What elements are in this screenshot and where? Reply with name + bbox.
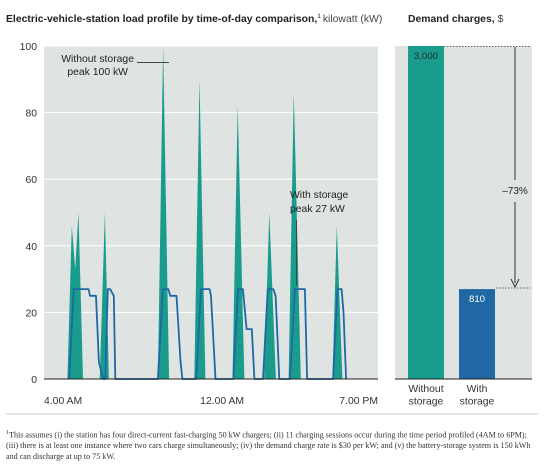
change-percent-label: –73% — [502, 186, 528, 197]
bar-chart-title: Demand charges, $ — [408, 14, 504, 25]
annotation-without-storage: Without storage peak 100 kW — [61, 54, 169, 78]
line-chart-unit: kilowatt (kW) — [323, 14, 382, 25]
bar-category-label: Without — [408, 384, 443, 395]
title-footnote-marker: 1 — [317, 13, 321, 20]
footnote-marker: 1 — [6, 430, 9, 436]
annotation-without-line1: Without storage — [61, 54, 134, 65]
line-chart-title-text: Electric-vehicle-station load profile by… — [6, 14, 317, 25]
bar-category-label: storage — [409, 397, 444, 408]
y-tick-label: 80 — [25, 109, 37, 120]
bar-category-labels: Without storage With storage — [408, 384, 494, 408]
bar-category-label: With — [467, 384, 488, 395]
bar-value-label: 810 — [469, 294, 485, 305]
y-tick-label: 60 — [25, 175, 37, 186]
bar — [459, 289, 495, 379]
bar-category-label: storage — [460, 397, 495, 408]
x-tick-label: 7.00 PM — [339, 396, 378, 407]
annotation-with-line2: peak 27 kW — [290, 204, 345, 215]
bar-series: 3,000 810 — [408, 46, 495, 379]
y-tick-label: 100 — [20, 42, 38, 53]
y-tick-label: 40 — [25, 242, 37, 253]
x-tick-label: 4.00 AM — [44, 396, 82, 407]
x-axis-tick-labels: 4.00 AM 12.00 AM 7.00 PM — [44, 396, 378, 407]
bar — [408, 46, 444, 379]
bar-chart-title-text: Demand charges, — [408, 14, 495, 25]
annotation-with-line1: With storage — [290, 190, 349, 201]
y-tick-label: 0 — [31, 375, 37, 386]
series-with-storage — [68, 288, 347, 380]
bar-chart-unit: $ — [498, 14, 504, 25]
footnote: 1This assumes (i) the station has four d… — [6, 428, 536, 462]
grid-lines — [44, 45, 378, 313]
footnote-text: This assumes (i) the station has four di… — [6, 430, 531, 461]
plot-background — [44, 46, 378, 379]
y-axis-tick-labels: 0 20 40 60 80 100 — [20, 42, 38, 386]
line-chart-title: Electric-vehicle-station load profile by… — [6, 13, 382, 25]
bar-value-label: 3,000 — [414, 51, 438, 62]
change-bracket: –73% — [444, 46, 530, 289]
annotation-without-line2: peak 100 kW — [67, 67, 128, 78]
y-tick-label: 20 — [25, 308, 37, 319]
with-storage-line — [68, 288, 347, 380]
x-tick-label: 12.00 AM — [200, 396, 244, 407]
annotation-with-storage: With storage peak 27 kW — [290, 190, 349, 286]
